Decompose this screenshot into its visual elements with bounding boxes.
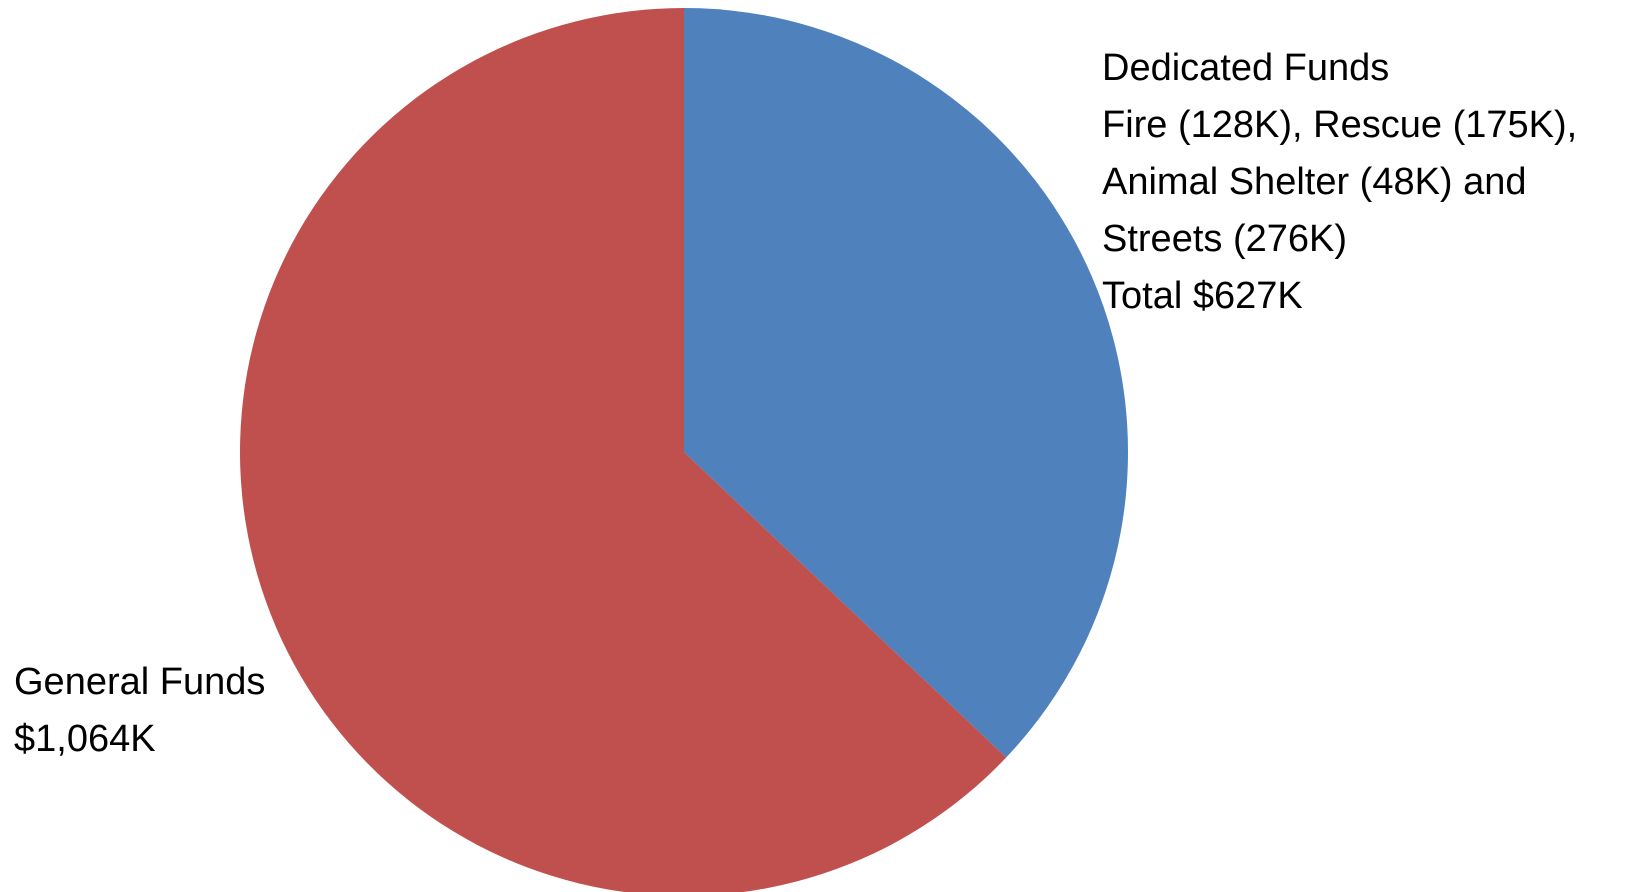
dedicated-funds-label-line-1: Dedicated Funds <box>1102 47 1389 89</box>
dedicated-funds-label: Dedicated Funds Fire (128K), Rescue (175… <box>1102 47 1588 317</box>
pie-slice-general-funds <box>240 8 1007 892</box>
dedicated-funds-label-line-4: Streets (276K) <box>1102 218 1347 260</box>
pie-slices <box>240 8 1128 892</box>
general-funds-label: General Funds $1,064K <box>14 661 276 760</box>
general-funds-label-line-1: General Funds <box>14 661 265 703</box>
dedicated-funds-label-line-2: Fire (128K), Rescue (175K), <box>1102 104 1577 146</box>
general-funds-label-line-2: $1,064K <box>14 718 156 760</box>
dedicated-funds-label-line-5: Total $627K <box>1102 275 1303 317</box>
dedicated-funds-label-line-3: Animal Shelter (48K) and <box>1102 161 1527 203</box>
pie-slice-dedicated-funds <box>684 8 1128 758</box>
